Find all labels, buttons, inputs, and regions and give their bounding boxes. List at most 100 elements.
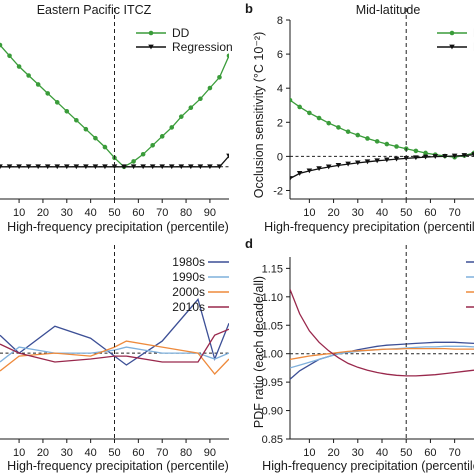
panel-b-letter: b: [245, 1, 253, 16]
a-plot-area: [0, 42, 229, 170]
c-x-tick-label: 50: [108, 447, 120, 459]
c-series-2010s-line: [0, 328, 229, 363]
a-series-regression-point: [159, 164, 166, 170]
b-series-regression-point: [325, 164, 332, 170]
a-series-regression-point: [54, 164, 61, 170]
d-series-2010s-line: [290, 289, 474, 377]
a-series-regression-point: [130, 164, 137, 170]
panel-b-title: Mid-latitude: [356, 3, 421, 17]
d-series-2000s-line: [290, 347, 474, 361]
b-series-dd-point: [355, 132, 361, 138]
b-y-tick-label: -2: [273, 185, 283, 197]
b-series-regression-point: [432, 154, 439, 159]
a-legend-dd-marker: [148, 30, 154, 36]
b-series-dd-point: [374, 139, 380, 144]
a-series-dd-point: [64, 108, 70, 114]
a-x-tick-label: 10: [13, 207, 25, 219]
c-x-tick-label: 40: [85, 447, 97, 459]
a-series-regression-point: [226, 153, 229, 159]
d-x-tick-label: 10: [303, 447, 315, 459]
b-series-dd-point: [423, 150, 428, 156]
a-x-tick-label: 20: [37, 207, 49, 219]
panel-d-axes: 10 20 30 40 50 60 70 0.85 0.90 0.95 1.00 1.05 1.10 1.…: [262, 257, 474, 459]
panel-c: 10 20 30 40 50 60 70 80 90 1980s1990s2000s2010s …: [0, 245, 229, 473]
b-y-tick-label: 4: [277, 83, 283, 95]
a-series-dd-point: [16, 64, 22, 69]
a-series-dd-point: [217, 74, 222, 80]
a-x-tick-label: 80: [180, 207, 192, 219]
panel-d-plot: [290, 245, 474, 439]
a-series-dd-point: [178, 114, 184, 119]
b-x-tick-label: 60: [424, 207, 436, 219]
d-x-tick-label: 70: [449, 447, 461, 459]
a-series-dd-point: [54, 100, 60, 105]
a-legend-regression-label: Regression: [172, 40, 233, 54]
a-series-regression-point: [149, 164, 156, 170]
b-series-regression-point: [316, 166, 322, 172]
panel-b-x-axis-label: High-frequency precipitation (percentile…: [264, 220, 474, 234]
b-series-regression-point: [354, 160, 361, 166]
d-plot-area: [290, 289, 474, 380]
a-series-regression-point: [111, 164, 118, 170]
c-x-tick-label: 20: [37, 447, 49, 459]
b-series-regression-point: [364, 159, 371, 165]
panel-a-x-axis-label: High-frequency precipitation (percentile…: [7, 220, 229, 234]
a-series-regression-point: [121, 164, 127, 170]
a-series-dd-point: [35, 82, 41, 87]
c-series-1980s-line: [0, 298, 229, 366]
b-series-regression-point: [345, 161, 351, 167]
b-series-regression-point: [296, 171, 303, 176]
b-series-dd-point: [365, 136, 370, 141]
b-series-regression-point: [461, 153, 468, 158]
c-series-2000s-line: [0, 340, 229, 375]
a-series-dd-point: [26, 73, 31, 78]
b-series-dd-line: [290, 99, 474, 158]
b-series-regression-point: [393, 156, 400, 162]
c-legend-2010s-label: 2010s: [172, 300, 205, 314]
panel-b-legend: DDR: [437, 26, 474, 54]
a-series-regression-point: [197, 164, 204, 170]
c-x-tick-label: 10: [13, 447, 25, 459]
panel-d-legend: [466, 261, 474, 308]
d-y-tick-label: 1.15: [262, 263, 283, 275]
a-series-dd-point: [45, 91, 51, 96]
a-series-regression-point: [102, 164, 108, 170]
d-x-tick-label: 30: [352, 447, 364, 459]
panel-c-axes: 10 20 30 40 50 60 70 80 90: [0, 438, 229, 459]
b-y-tick-label: 0: [277, 151, 283, 163]
c-x-tick-label: 30: [61, 447, 73, 459]
b-x-tick-label: 20: [327, 207, 339, 219]
c-legend-2000s-label: 2000s: [172, 285, 205, 299]
b-series-dd-point: [307, 110, 312, 116]
b-legend-dd-marker: [449, 30, 455, 36]
panel-d-letter: d: [245, 236, 253, 251]
c-series-1990s-line: [0, 346, 229, 363]
a-series-dd-point: [102, 144, 108, 150]
b-series-regression-point: [471, 152, 474, 158]
a-series-dd-point: [207, 85, 213, 91]
b-y-tick-label: 2: [277, 117, 283, 129]
a-series-dd-point: [140, 151, 146, 157]
panel-a-plot: [0, 8, 229, 199]
b-series-dd-point: [297, 104, 302, 110]
b-x-tick-label: 30: [352, 207, 364, 219]
panel-b: b Mid-latitude 10 20 30 40 50 60 70 -2 0 2 4 6 8 DDR…: [245, 1, 474, 234]
b-x-tick-label: 70: [449, 207, 461, 219]
d-y-tick-label: 0.95: [262, 377, 283, 389]
a-series-dd-point: [150, 143, 155, 148]
a-series-regression-point: [92, 164, 99, 170]
a-series-regression-point: [63, 164, 70, 170]
panel-d-x-axis-label: High-frequency precipitation (percentile…: [262, 459, 474, 473]
a-series-regression-point: [207, 164, 213, 170]
panel-a-axes: 10 20 30 40 50 60 70 80 90: [0, 198, 229, 219]
b-x-tick-label: 40: [376, 207, 388, 219]
a-series-dd-point: [159, 134, 165, 139]
panel-a: Eastern Pacific ITCZ 10 20 30 40 50 60 70 80 90 …: [0, 3, 233, 234]
b-series-dd-point: [336, 125, 341, 130]
a-series-regression-point: [83, 164, 89, 170]
b-series-regression-point: [374, 158, 380, 164]
c-x-tick-label: 80: [180, 447, 192, 459]
a-series-regression-point: [178, 164, 185, 170]
panel-d-y-axis-label: PDF ratio (each decade/all): [252, 276, 266, 428]
d-y-tick-label: 1.00: [262, 349, 283, 361]
